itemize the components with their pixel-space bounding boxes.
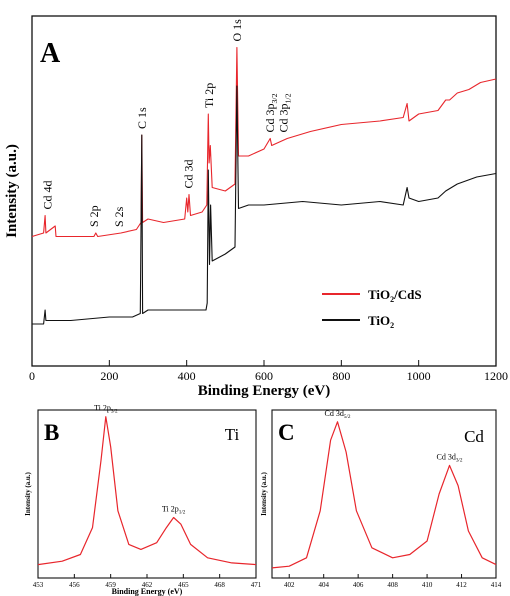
peak-annotation: S 2s bbox=[112, 206, 126, 227]
panel-b-element: Ti bbox=[225, 425, 240, 444]
peak-annotation: Cd 3d5/2 bbox=[324, 409, 350, 420]
x-tick-label: 453 bbox=[33, 581, 44, 589]
x-tick-label: 402 bbox=[284, 581, 295, 589]
panel-a-legend: TiO2/CdS TiO2 bbox=[322, 287, 422, 330]
x-tick-label: 404 bbox=[318, 581, 329, 589]
x-tick-label: 1000 bbox=[407, 369, 431, 383]
series-line-survey-1 bbox=[31, 46, 497, 238]
panel-c-element: Cd bbox=[464, 427, 484, 446]
panel-b-letter: B bbox=[44, 420, 59, 445]
x-tick-label: 471 bbox=[251, 581, 262, 589]
panel-a: A 0 200 400 600 800 1000 1200 Cd 4d S 2p S 2s C 1… bbox=[4, 15, 508, 399]
panel-a-series bbox=[31, 46, 497, 325]
panel-a-frame bbox=[31, 15, 497, 367]
legend-label-tio2: TiO2 bbox=[368, 313, 394, 330]
series-line-cd-1 bbox=[271, 421, 497, 569]
peak-annotation: Cd 3p1/2 bbox=[276, 93, 292, 132]
x-tick-label: 414 bbox=[491, 581, 502, 589]
x-tick-label: 459 bbox=[105, 581, 116, 589]
x-tick-label: 200 bbox=[100, 369, 118, 383]
panel-b-ylabel: Intensity (a.u.) bbox=[24, 471, 32, 515]
peak-annotation: O 1s bbox=[230, 19, 244, 42]
peak-annotation: Ti 2p1/2 bbox=[162, 505, 186, 516]
panel-a-x-ticks: 0 200 400 600 800 1000 1200 bbox=[29, 360, 508, 383]
x-tick-label: 0 bbox=[29, 369, 35, 383]
x-tick-label: 408 bbox=[387, 581, 398, 589]
x-tick-label: 600 bbox=[255, 369, 273, 383]
panel-a-annotations: Cd 4d S 2p S 2s C 1s Cd 3d Ti 2p O 1s Cd 3p3/2C… bbox=[41, 19, 293, 227]
x-tick-label: 406 bbox=[353, 581, 364, 589]
x-tick-label: 400 bbox=[178, 369, 196, 383]
panel-a-ylabel: Intensity (a.u.) bbox=[4, 144, 20, 238]
panel-b-frame bbox=[37, 409, 257, 579]
peak-annotation: Cd 3d3/2 bbox=[436, 452, 462, 463]
panel-c-x-ticks: 402 404 406 408 410 412 414 bbox=[284, 574, 502, 589]
panel-b-annotations: Ti 2p3/2 Ti 2p1/2 bbox=[94, 404, 186, 516]
panel-c-annotations: Cd 3d5/2 Cd 3d3/2 bbox=[324, 409, 462, 464]
x-tick-label: 462 bbox=[142, 581, 153, 589]
x-tick-label: 468 bbox=[214, 581, 225, 589]
panel-a-xlabel: Binding Energy (eV) bbox=[198, 383, 331, 399]
x-tick-label: 412 bbox=[456, 581, 467, 589]
panel-b: B Ti 453 456 459 462 465 468 471 Ti 2p3/2Ti 2p… bbox=[24, 404, 262, 596]
x-tick-label: 410 bbox=[422, 581, 433, 589]
panel-c-series bbox=[271, 421, 497, 569]
panel-c-ylabel: Intensity (a.u.) bbox=[260, 471, 268, 515]
peak-annotation: C 1s bbox=[135, 107, 149, 129]
series-line-survey-2 bbox=[32, 85, 497, 325]
panel-c-frame bbox=[271, 409, 497, 579]
x-tick-label: 456 bbox=[69, 581, 80, 589]
legend-label-tio2-cds: TiO2/CdS bbox=[368, 287, 422, 304]
x-tick-label: 800 bbox=[332, 369, 350, 383]
peak-annotation: Ti 2p bbox=[202, 83, 216, 108]
peak-annotation: Ti 2p3/2 bbox=[94, 404, 118, 415]
panel-c: C Cd 402 404 406 408 410 412 414 Cd 3d5/2Cd 3d… bbox=[260, 409, 502, 589]
peak-annotation: S 2p bbox=[87, 205, 101, 227]
panel-b-series bbox=[37, 416, 257, 566]
series-line-ti-1 bbox=[37, 416, 257, 566]
panel-c-letter: C bbox=[278, 420, 295, 445]
panel-a-letter: A bbox=[40, 38, 61, 69]
peak-annotation: Cd 3p3/2 bbox=[263, 93, 279, 132]
panel-b-x-ticks: 453 456 459 462 465 468 471 bbox=[33, 574, 262, 589]
panel-b-xlabel: Binding Energy (eV) bbox=[112, 587, 183, 596]
peak-annotation: Cd 4d bbox=[41, 180, 55, 209]
peak-annotation: Cd 3d bbox=[182, 159, 196, 188]
x-tick-label: 465 bbox=[178, 581, 189, 589]
x-tick-label: 1200 bbox=[484, 369, 508, 383]
